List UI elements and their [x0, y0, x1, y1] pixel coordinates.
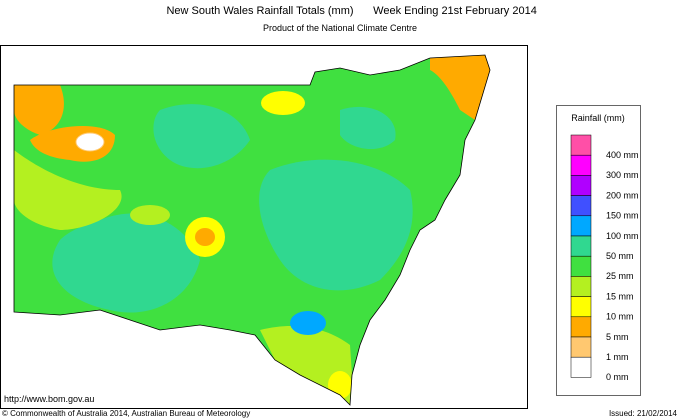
legend-swatch	[570, 316, 592, 338]
legend-label: 100 mm	[606, 231, 639, 241]
legend-swatch	[570, 276, 592, 297]
legend-swatch	[570, 154, 592, 176]
legend-swatch	[570, 296, 592, 318]
legend: 400 mm 300 mm 200 mm 150 mm 100 mm 50 mm 25 mm…	[570, 134, 639, 382]
legend-label: 200 mm	[606, 190, 639, 200]
legend-label: 15 mm	[606, 291, 634, 301]
issued: Issued: 21/02/2014	[609, 409, 678, 418]
legend-title: Rainfall (mm)	[571, 113, 625, 123]
title: New South Wales Rainfall Totals (mm)	[166, 5, 353, 17]
legend-label: 5 mm	[606, 332, 629, 342]
period: Week Ending 21st February 2014	[373, 5, 537, 17]
legend-label: 10 mm	[606, 312, 634, 322]
rainfall-map	[14, 55, 490, 405]
legend-label: 50 mm	[606, 251, 634, 261]
legend-swatch	[570, 195, 592, 217]
state-outline	[13, 54, 491, 406]
legend-swatch	[570, 336, 592, 358]
legend-label: 150 mm	[606, 211, 639, 221]
subtitle: Product of the National Climate Centre	[263, 23, 417, 33]
legend-swatch	[570, 356, 592, 378]
legend-label: 400 mm	[606, 150, 639, 160]
legend-swatch	[570, 235, 592, 257]
map-frame	[0, 45, 528, 409]
legend-swatch	[570, 175, 592, 196]
legend-label: 0 mm	[606, 372, 629, 382]
legend-label: 25 mm	[606, 271, 634, 281]
legend-swatch	[570, 215, 592, 237]
legend-label: 1 mm	[606, 352, 629, 362]
legend-swatch	[570, 255, 592, 277]
copyright: © Commonwealth of Australia 2014, Austra…	[2, 409, 250, 418]
legend-swatch	[570, 134, 592, 156]
legend-box	[556, 105, 641, 396]
url: http://www.bom.gov.au	[4, 394, 94, 404]
legend-label: 300 mm	[606, 170, 639, 180]
